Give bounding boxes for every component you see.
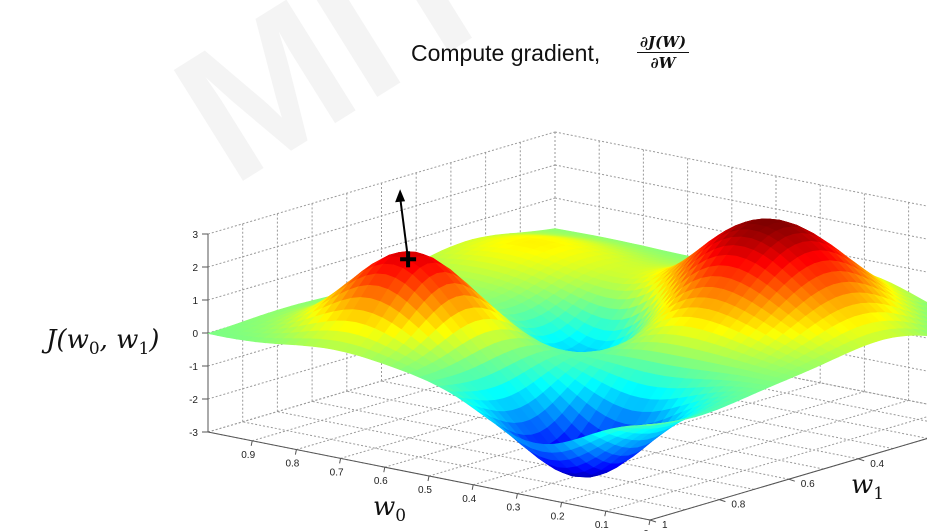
w0-tick-label: 0.6 <box>374 476 388 487</box>
wall-grid-line <box>207 164 556 268</box>
surface-cell <box>640 424 658 426</box>
gradient-marker <box>395 189 417 268</box>
z-tick-label: 1 <box>192 296 198 307</box>
w1-tick-label: 0.6 <box>801 479 815 490</box>
floor-grid-line <box>649 438 927 521</box>
w1-tick-mark <box>719 499 726 503</box>
w0-tick-mark <box>560 502 563 508</box>
w0-tick-label: 0 <box>643 529 649 531</box>
w0-tick-label: 0.1 <box>595 520 609 531</box>
z-tick-label: 3 <box>192 230 198 241</box>
gradient-fraction: ∂J(W) ∂W <box>637 33 690 72</box>
gradient-arrow-shaft <box>399 197 410 260</box>
w1-axis-line <box>649 438 927 521</box>
w0-tick-mark <box>339 458 342 464</box>
z-tick-label: -3 <box>189 428 198 439</box>
gradient-numerator: ∂J(W) <box>637 33 690 53</box>
w0-tick-mark <box>427 475 430 482</box>
wall-grid-line <box>207 131 556 235</box>
chart-title: Compute gradient, <box>411 40 601 66</box>
w0-tick-mark <box>515 493 518 499</box>
w0-tick-label: 0.9 <box>241 450 255 461</box>
axis-ticks: 3 2 1 0 -1 -2 -3 0.9 0.8 0.7 0.6 0.5 0.4 0.3 0.2 0.1 0 1 0… <box>189 230 884 531</box>
wall-grid-line <box>554 164 927 240</box>
z-tick-label: -2 <box>189 395 198 406</box>
floor-grid-line <box>561 399 909 503</box>
w0-tick-label: 0.3 <box>506 503 520 514</box>
w0-tick-mark <box>294 449 297 455</box>
y-axis-label: w1 <box>851 470 885 505</box>
z-tick-label: 0 <box>192 329 198 340</box>
wall-grid-line <box>207 197 556 301</box>
w1-tick-label: 0.8 <box>731 500 745 511</box>
w0-tick-mark <box>648 519 651 526</box>
w0-tick-mark <box>471 484 474 490</box>
w0-tick-mark <box>604 511 607 517</box>
w1-tick-label: 0.4 <box>870 459 884 470</box>
z-tick-label: -1 <box>189 362 198 373</box>
w1-tick-mark <box>649 519 657 523</box>
w0-tick-label: 0.8 <box>285 459 299 470</box>
w0-tick-mark <box>383 467 386 473</box>
w1-tick-label: 1 <box>662 520 668 531</box>
w0-tick-label: 0.5 <box>418 485 432 496</box>
gradient-arrow-head <box>395 189 406 203</box>
w0-tick-mark <box>250 440 253 446</box>
x-axis-label: w0 <box>373 492 407 527</box>
gradient-denominator: ∂W <box>650 54 676 72</box>
w1-tick-mark <box>858 458 865 462</box>
z-axis-label: J(w0, w1) <box>46 325 160 360</box>
wall-grid-line <box>554 131 927 207</box>
w1-tick-mark <box>788 478 795 482</box>
surface-mesh <box>206 218 927 478</box>
w0-tick-label: 0.2 <box>551 511 565 522</box>
z-tick-label: 2 <box>192 263 198 274</box>
w0-tick-label: 0.4 <box>462 494 476 505</box>
w0-tick-label: 0.7 <box>330 467 344 478</box>
